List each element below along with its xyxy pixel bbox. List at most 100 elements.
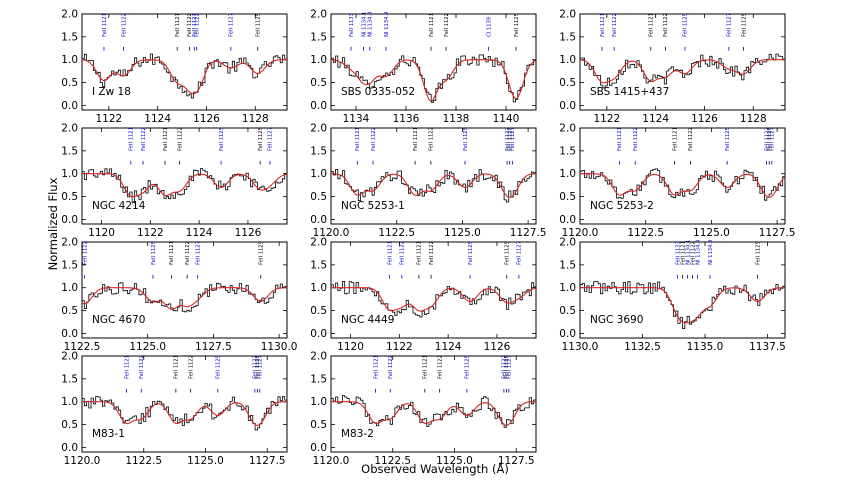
plot-frame [81, 355, 288, 453]
line-label: FeII 1121 [417, 241, 423, 265]
y-tick-label: 0.0 [61, 328, 78, 340]
panel-sbs-1415-437: 0.0 0.5 1.0 1.5 2.0 1122 1124 1126 1128 FeII 1121… [559, 9, 786, 125]
observed-spectrum [331, 281, 536, 318]
y-tick-label: 1.5 [310, 31, 327, 43]
line-label: FeII 1125 [741, 13, 747, 37]
y-tick-label: 1.5 [559, 259, 576, 271]
y-tick-label: 2.0 [559, 237, 576, 249]
line-label: FeII 1122 [139, 355, 145, 379]
x-tick-label: 1126 [193, 113, 220, 125]
line-label: FeII 1121 [429, 13, 435, 37]
line-label: FeII 1133 [675, 241, 681, 265]
fit-curve [331, 173, 536, 198]
line-label: FeII 1127 [229, 13, 235, 37]
y-tick-label: 1.0 [310, 168, 327, 180]
panel-title: NGC 4670 [92, 314, 145, 326]
x-tick-label: 1122 [137, 227, 164, 239]
line-label: FeII 1121 [680, 241, 686, 265]
fit-curve [331, 401, 536, 426]
line-label: FeII 1122 [141, 127, 147, 151]
y-tick-label: 1.5 [559, 145, 576, 157]
line-label: FeII 1121 [600, 13, 606, 37]
panel-title: NGC 5253-1 [341, 200, 405, 212]
y-tick-label: 1.0 [61, 168, 78, 180]
observed-spectrum [580, 281, 785, 329]
y-tick-label: 2.0 [310, 351, 327, 363]
y-tick-label: 2.0 [310, 237, 327, 249]
y-tick-label: 1.5 [61, 259, 78, 271]
x-tick-label: 1127.5 [498, 455, 535, 467]
x-axis-title: Observed Wavelength (Å) [361, 461, 509, 476]
x-tick-label: 1124 [435, 341, 462, 353]
y-tick-label: 0.0 [310, 442, 327, 454]
fit-curve [580, 173, 785, 198]
line-label: FeII 1127 [253, 355, 259, 379]
panel-title: SBS 0335-052 [341, 86, 415, 98]
line-label: FeII 1125 [725, 127, 731, 151]
line-label: FeII 1127 [507, 355, 513, 379]
x-tick-label: 1127.5 [759, 227, 796, 239]
x-tick-label: 1126 [484, 341, 511, 353]
observed-spectrum [82, 396, 287, 431]
line-label: NI 1134.9 [708, 240, 714, 265]
panel-title: I Zw 18 [92, 86, 131, 98]
line-label: FeII 1133 [349, 13, 355, 37]
x-tick-label: 1127.5 [510, 227, 547, 239]
y-tick-label: 2.0 [310, 9, 327, 21]
line-label: FeII 1121 [102, 13, 108, 37]
panel-title: NGC 3690 [590, 314, 643, 326]
x-tick-label: 1127.5 [249, 455, 286, 467]
x-tick-label: 1137.5 [749, 341, 786, 353]
line-label: FeII 1122 [189, 355, 195, 379]
line-label: FeII 1122 [429, 127, 435, 151]
x-tick-label: 1124 [642, 113, 669, 125]
line-label: FeII 1122 [121, 13, 127, 37]
y-tick-label: 0.5 [310, 77, 327, 89]
fit-curve [82, 401, 287, 426]
line-label: FeII 1125 [504, 355, 510, 379]
line-label: FeII 1127 [517, 241, 523, 265]
x-tick-label: 1122 [386, 341, 413, 353]
line-label: FeII 1121 [387, 241, 393, 265]
plot-frame [579, 241, 786, 339]
line-label: FeII 1125 [505, 241, 511, 265]
observed-spectrum [82, 282, 287, 313]
y-tick-label: 1.0 [559, 282, 576, 294]
line-label: FeII 1127 [510, 127, 516, 151]
x-tick-label: 1128 [242, 113, 269, 125]
fit-curve [331, 59, 536, 102]
line-label: FeII 1122 [400, 241, 406, 265]
line-label: FeII 1125 [767, 127, 773, 151]
fit-curve [331, 287, 536, 312]
fit-curve [82, 287, 287, 310]
y-tick-label: 0.0 [559, 100, 576, 112]
line-label: FeII 1125 [465, 355, 471, 379]
panel-ngc-4214: 0.0 0.5 1.0 1.5 2.0 1120 1122 1124 1126 FeII 1121… [61, 123, 288, 239]
fit-curve [580, 287, 785, 324]
plot-frame [579, 127, 786, 225]
panel-title: NGC 5253-2 [590, 200, 654, 212]
line-label: FeII 1122 [612, 13, 618, 37]
line-label: FeII 1125 [259, 241, 265, 265]
y-tick-label: 0.5 [61, 419, 78, 431]
panel-ngc-4449: 0.0 0.5 1.0 1.5 2.0 1120 1122 1124 1126 FeII 1121… [310, 237, 537, 353]
line-label: FeII 1122 [388, 355, 394, 379]
y-tick-label: 0.0 [310, 328, 327, 340]
panel-title: NGC 4214 [92, 200, 146, 212]
line-label: FeII 1122 [444, 13, 450, 37]
y-tick-label: 1.0 [61, 282, 78, 294]
line-label: FeII 1122 [633, 127, 639, 151]
panel-m83-1: 0.0 0.5 1.0 1.5 2.0 1120.0 1122.5 1125.0 1127.5 F… [61, 351, 288, 467]
observed-spectrum [580, 168, 785, 201]
y-tick-label: 1.0 [310, 282, 327, 294]
line-label: FeII 1127 [764, 127, 770, 151]
line-label: FeII 1121 [423, 355, 429, 379]
x-tick-label: 1122.5 [125, 455, 162, 467]
x-tick-label: 1122.5 [627, 227, 664, 239]
observed-spectrum [331, 54, 536, 103]
panel-ngc-5253-1: 0.0 0.5 1.0 1.5 2.0 1120.0 1122.5 1125.0 1127.5 F… [310, 123, 546, 240]
y-tick-label: 1.0 [559, 168, 576, 180]
y-tick-label: 0.0 [61, 100, 78, 112]
x-tick-label: 1136 [393, 113, 420, 125]
x-tick-label: 1127.5 [195, 341, 232, 353]
